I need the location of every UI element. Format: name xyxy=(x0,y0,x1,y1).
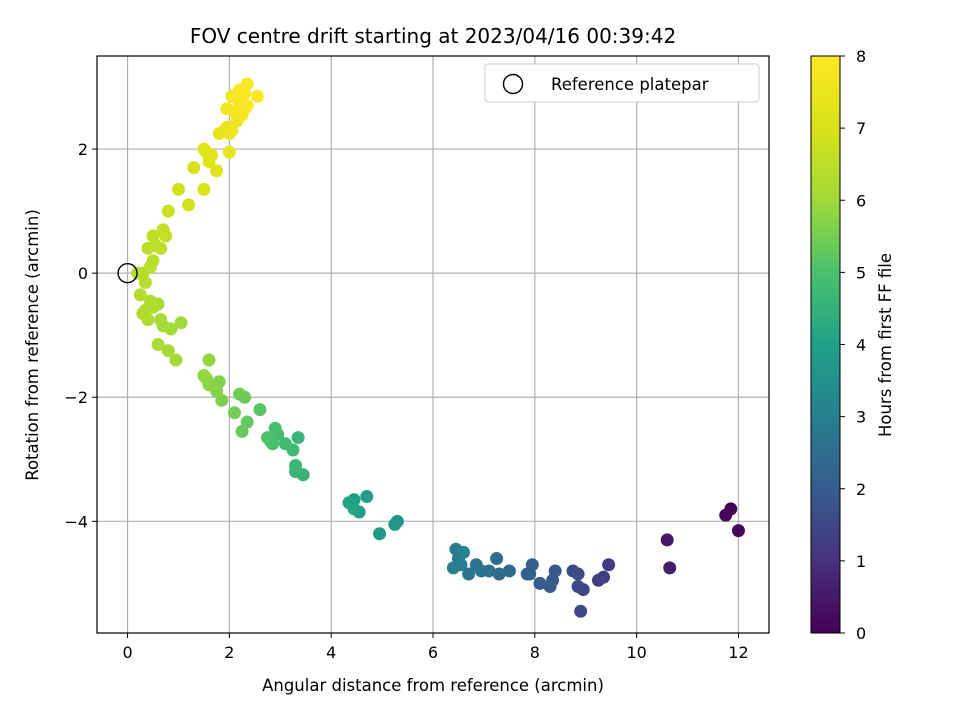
colorbar-tick-label: 4 xyxy=(856,336,866,355)
x-tick-label: 0 xyxy=(122,643,132,662)
data-point xyxy=(187,161,201,175)
data-point xyxy=(731,524,745,538)
y-tick-label: 0 xyxy=(78,264,88,283)
x-tick-label: 10 xyxy=(626,643,646,662)
data-point xyxy=(235,424,249,438)
data-point xyxy=(159,229,173,243)
data-point xyxy=(161,344,175,358)
data-point xyxy=(543,579,557,593)
y-tick-label: −2 xyxy=(64,388,88,407)
data-point xyxy=(197,182,211,196)
data-point xyxy=(492,567,506,581)
data-point xyxy=(719,508,733,522)
legend-box xyxy=(484,63,760,103)
colorbar-tick-label: 0 xyxy=(856,624,866,643)
data-point xyxy=(660,533,674,547)
colorbar-label: Hours from first FF file xyxy=(876,253,895,437)
data-point xyxy=(446,561,460,575)
colorbar-tick-label: 8 xyxy=(856,47,866,66)
data-point xyxy=(533,576,547,590)
data-point xyxy=(161,204,175,218)
data-point xyxy=(250,89,264,103)
data-point xyxy=(663,561,677,575)
x-tick-label: 6 xyxy=(428,643,438,662)
x-tick-label: 12 xyxy=(728,643,748,662)
data-point xyxy=(146,254,160,268)
data-point xyxy=(360,490,374,504)
data-point xyxy=(238,86,252,100)
data-point xyxy=(289,458,303,472)
colorbar-tick-label: 6 xyxy=(856,191,866,210)
legend-reference-marker xyxy=(502,73,524,95)
x-tick-label: 2 xyxy=(224,643,234,662)
legend-label: Reference platepar xyxy=(551,75,709,94)
data-point xyxy=(174,316,188,330)
data-point xyxy=(154,241,168,255)
y-axis-ticks: −4 −2 0 2 xyxy=(64,140,97,531)
data-point xyxy=(347,502,361,516)
data-points xyxy=(131,77,745,618)
data-point xyxy=(146,229,160,243)
y-tick-label: 2 xyxy=(78,140,88,159)
data-point xyxy=(136,306,150,320)
data-point xyxy=(169,353,183,367)
chart-title: FOV centre drift starting at 2023/04/16 … xyxy=(190,24,676,48)
legend: Reference platepar xyxy=(484,63,760,103)
x-tick-label: 4 xyxy=(326,643,336,662)
data-point xyxy=(171,182,185,196)
data-point xyxy=(388,517,402,531)
data-point xyxy=(182,198,196,212)
colorbar-tick-label: 2 xyxy=(856,480,866,499)
colorbar-tick-label: 5 xyxy=(856,263,866,282)
data-point xyxy=(133,288,147,302)
colorbar-tick-label: 1 xyxy=(856,552,866,571)
data-point xyxy=(227,406,241,420)
data-point xyxy=(291,431,305,445)
data-point xyxy=(240,99,254,113)
data-point xyxy=(469,558,483,572)
data-point xyxy=(154,313,168,327)
data-point xyxy=(268,421,282,435)
data-point xyxy=(591,573,605,587)
x-axis-ticks: 0 2 4 6 8 10 12 xyxy=(122,633,749,662)
data-point xyxy=(373,527,387,541)
data-point xyxy=(571,579,585,593)
data-point xyxy=(261,431,275,445)
data-point xyxy=(205,148,219,162)
data-point xyxy=(602,558,616,572)
data-point xyxy=(574,604,588,618)
data-point xyxy=(222,145,236,159)
y-axis-label: Rotation from reference (arcmin) xyxy=(23,209,42,481)
data-point xyxy=(210,164,224,178)
data-point xyxy=(457,545,471,559)
data-point xyxy=(253,403,267,417)
x-axis-label: Angular distance from reference (arcmin) xyxy=(262,676,604,695)
data-point xyxy=(233,387,247,401)
colorbar-tick-label: 3 xyxy=(856,408,866,427)
colorbar-gradient xyxy=(810,55,841,634)
data-point xyxy=(151,338,165,351)
data-point xyxy=(197,369,211,383)
data-point xyxy=(490,552,504,566)
grid xyxy=(97,56,769,633)
data-point xyxy=(502,564,516,578)
data-point xyxy=(202,353,216,367)
data-point xyxy=(462,567,476,581)
colorbar-ticks: 0 1 2 3 4 5 6 7 8 xyxy=(840,47,866,643)
x-tick-label: 8 xyxy=(530,643,540,662)
data-point xyxy=(278,437,292,451)
reference-platepar-marker xyxy=(117,262,138,284)
colorbar: 0 1 2 3 4 5 6 7 8 Hours from first FF file xyxy=(810,47,895,643)
y-tick-label: −4 xyxy=(64,512,88,531)
data-point xyxy=(520,567,534,581)
colorbar-tick-label: 7 xyxy=(856,119,866,138)
data-point xyxy=(571,567,585,581)
